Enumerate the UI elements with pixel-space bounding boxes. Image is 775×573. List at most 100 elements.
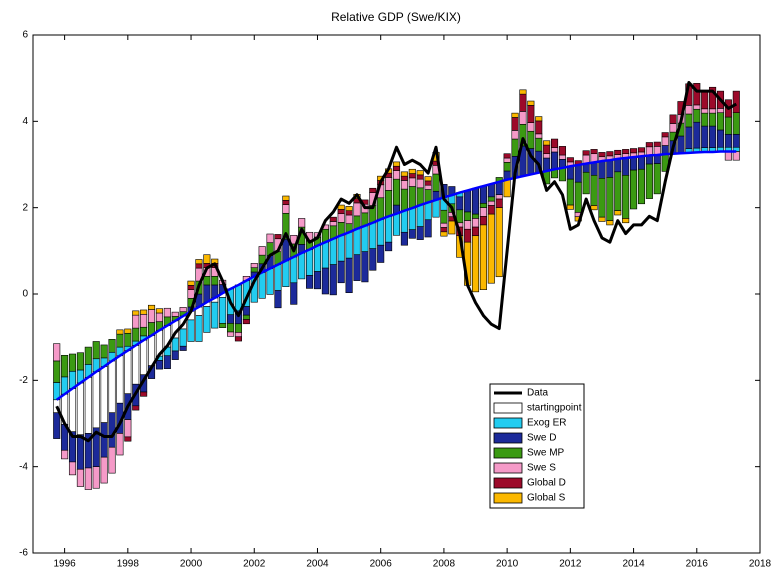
bar-segment <box>187 289 195 299</box>
bar-segment <box>503 179 511 198</box>
bar-segment <box>100 422 108 458</box>
bar-segment <box>709 125 717 148</box>
bar-segment <box>203 254 211 264</box>
bar-segment <box>408 186 416 209</box>
bar-segment <box>171 337 179 352</box>
bar-segment <box>84 346 92 365</box>
legend-label: Global S <box>527 493 566 504</box>
bar-segment <box>68 353 77 372</box>
bar-segment <box>282 260 290 287</box>
bar-segment <box>361 251 369 283</box>
bar-segment <box>234 332 242 338</box>
bar-segment <box>353 202 361 217</box>
bar-segment <box>527 105 535 123</box>
bar-segment <box>558 154 566 160</box>
legend-label: Exog ER <box>527 418 566 429</box>
data-line <box>55 80 738 443</box>
bar-segment <box>479 185 487 204</box>
bar-segment <box>187 285 195 290</box>
x-tick-label: 1998 <box>117 559 140 570</box>
bar-segment <box>495 194 503 200</box>
y-tick-label: 4 <box>22 116 28 127</box>
bar-segment <box>440 231 448 237</box>
bar-segment <box>614 149 622 155</box>
bar-segment <box>250 263 258 268</box>
bar-segment <box>440 222 448 228</box>
bar-segment <box>598 178 606 218</box>
bar-segment <box>535 137 543 152</box>
bar-segment <box>590 149 598 155</box>
baseline-line <box>55 150 737 401</box>
bar-segment <box>53 412 61 439</box>
bar-segment <box>400 210 408 233</box>
bar-segment <box>345 231 353 259</box>
bar-segment <box>100 456 108 484</box>
bar-segment <box>614 210 622 216</box>
bar-segment <box>361 225 369 252</box>
bar-segment <box>440 209 448 224</box>
bar-segment <box>543 153 551 159</box>
bar-segment <box>369 222 377 249</box>
bar-segment <box>408 177 416 187</box>
bar-segment <box>416 204 424 227</box>
bar-segment <box>282 238 290 262</box>
bar-segment <box>590 162 598 176</box>
bar-segment <box>732 133 740 148</box>
bar-segment <box>100 366 108 423</box>
bar-segment <box>724 133 732 148</box>
bar-segment <box>385 241 393 252</box>
bar-segment <box>464 211 472 221</box>
bar-segment <box>187 319 195 342</box>
bar-segment <box>590 205 598 211</box>
y-tick-label: 6 <box>22 30 28 41</box>
bar-segment <box>503 153 511 159</box>
bar-segment <box>440 227 448 233</box>
bar-segment <box>53 360 61 383</box>
bar-segment <box>701 91 709 110</box>
bar-segment <box>61 354 69 378</box>
bar-segment <box>187 280 195 286</box>
x-tick-label: 2000 <box>180 559 203 570</box>
bar-segment <box>329 238 337 265</box>
y-tick-label: -4 <box>19 461 28 472</box>
bar-segment <box>669 123 677 133</box>
bar-segment <box>377 219 385 246</box>
bar-segment <box>598 216 606 222</box>
bar-segment <box>495 181 503 196</box>
bar-segment <box>337 209 345 215</box>
bar-segment <box>385 216 393 243</box>
bar-segment <box>68 388 77 433</box>
bar-segment <box>732 90 740 114</box>
bar-segment <box>242 314 250 320</box>
bar-segment <box>558 146 566 156</box>
bar-segment <box>653 141 661 147</box>
bar-segment <box>471 218 480 228</box>
bar-segment <box>693 83 701 106</box>
bar-segment <box>345 257 353 294</box>
bar-segment <box>661 136 669 146</box>
bar-segment <box>645 142 653 148</box>
bar-segment <box>377 244 385 263</box>
bar-segment <box>606 177 614 221</box>
bar-segment <box>622 218 630 224</box>
bar-segment <box>100 344 108 359</box>
bar-segment <box>487 196 495 202</box>
bar-segment <box>211 301 219 329</box>
bar-segment <box>266 233 274 243</box>
bar-segment <box>392 213 401 236</box>
bar-segment <box>140 339 148 376</box>
bar-segment <box>124 350 132 395</box>
bar-segment <box>574 164 582 183</box>
bar-segment <box>606 220 614 226</box>
bar-segment <box>92 466 100 489</box>
bar-segment <box>124 419 132 438</box>
bar-segment <box>250 267 258 273</box>
x-tick-label: 2004 <box>306 559 329 570</box>
bar-segment <box>385 177 393 191</box>
y-tick-label: -6 <box>19 548 28 559</box>
bar-segment <box>535 133 543 139</box>
bar-segment <box>661 132 669 138</box>
bar-segment <box>400 171 408 177</box>
